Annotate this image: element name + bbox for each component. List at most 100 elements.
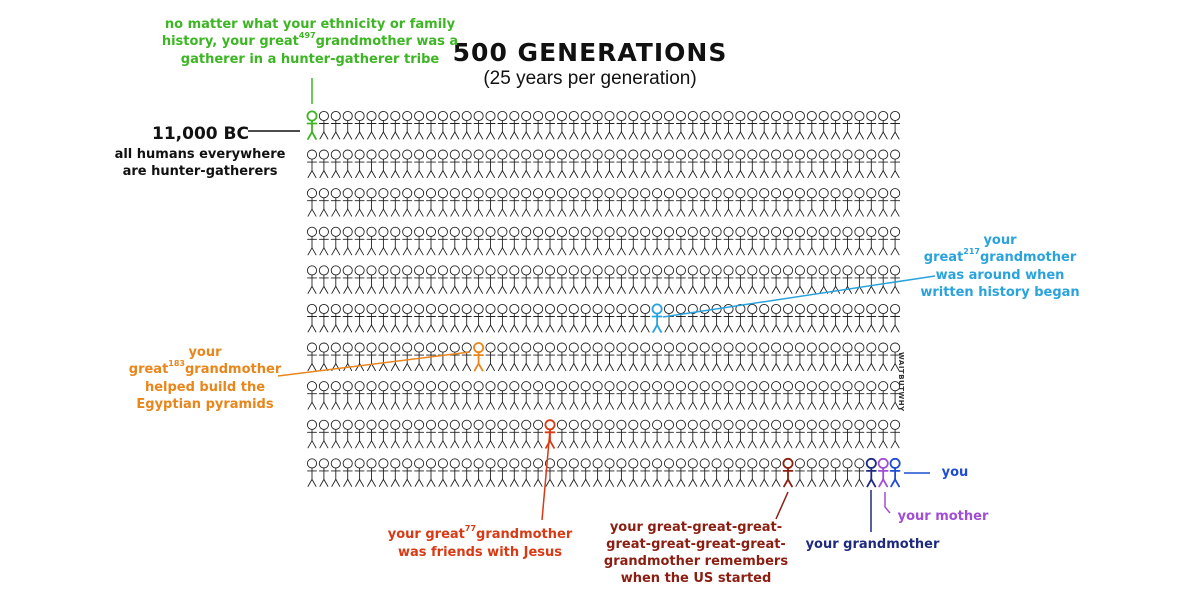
stick-figure [759, 265, 770, 294]
stick-figure [782, 419, 794, 449]
stick-figure [509, 458, 520, 487]
stick-figure [771, 419, 782, 449]
stick-figure [842, 149, 853, 179]
stick-figure [890, 342, 901, 372]
stick-figure [878, 149, 889, 179]
stick-figure [747, 226, 758, 256]
stick-figure [330, 303, 341, 333]
stick-figure [533, 303, 544, 333]
stick-figure [842, 265, 853, 294]
stick-figure [747, 265, 758, 294]
stick-figure [306, 458, 318, 487]
stick-figure [866, 188, 877, 217]
stick-figure [414, 149, 425, 179]
stick-figure [568, 226, 579, 256]
stick-figure [723, 149, 734, 179]
stick-figure [628, 381, 639, 410]
stick-figure [509, 265, 520, 294]
stick-figure [544, 342, 556, 372]
stick-figure [675, 419, 686, 449]
stick-figure [533, 265, 544, 294]
stick-figure [544, 303, 556, 333]
stick-figure [414, 458, 425, 487]
stick-figure [544, 226, 556, 256]
stick-figure [592, 342, 603, 372]
gatherer-annotation: no matter what your ethnicity or family … [145, 16, 475, 68]
stick-figure [640, 419, 651, 449]
stick-figure [771, 458, 782, 487]
stick-figure [675, 458, 686, 487]
stick-figure [747, 419, 758, 449]
stick-figure [414, 110, 425, 140]
stick-figure [842, 188, 853, 217]
stick-figure [890, 149, 901, 179]
stick-figure [318, 265, 329, 294]
stick-figure [556, 188, 567, 217]
stick-figure [723, 110, 734, 140]
stick-figure [771, 226, 782, 256]
stick-figure [842, 342, 853, 372]
stick-figure [747, 188, 758, 217]
stick-figure [640, 458, 651, 487]
stick-figure [402, 149, 413, 179]
stick-figure [806, 419, 817, 449]
stick-figure [485, 149, 496, 179]
stick-figure [854, 265, 865, 294]
stick-figure [592, 419, 603, 449]
stick-figure [366, 188, 377, 217]
stick-figure [533, 419, 544, 449]
stick-figure [794, 265, 805, 294]
stick-figure [604, 458, 615, 487]
stick-figure [473, 188, 484, 217]
stick-figure [390, 265, 401, 294]
stick-figure [306, 419, 318, 449]
pyramids-line2-pre: great [128, 362, 169, 377]
stick-figure [878, 226, 889, 256]
stick-figure [390, 458, 401, 487]
stick-figure [782, 226, 794, 256]
stick-figure [687, 149, 698, 179]
stick-figure [509, 149, 520, 179]
stick-figure [782, 265, 794, 294]
stick-figure [509, 188, 520, 217]
stick-figure [687, 110, 698, 140]
stick-figure [556, 149, 567, 179]
stick-figure [806, 303, 817, 333]
stick-figure [663, 381, 675, 410]
stick-figure [390, 342, 401, 372]
stick-figure [402, 342, 413, 372]
stick-figure [771, 265, 782, 294]
stick-figure [509, 110, 520, 140]
stick-figure [616, 265, 627, 294]
history-exponent: 217 [963, 247, 980, 256]
stick-figure [390, 381, 401, 410]
stick-figure [318, 342, 329, 372]
stick-figure [878, 188, 889, 217]
stick-figure [533, 149, 544, 179]
gatherer-line3: gatherer in a hunter-gatherer tribe [180, 52, 440, 67]
stick-figure [735, 265, 746, 294]
stick-figure [390, 303, 401, 333]
stick-figure [580, 419, 591, 449]
stick-figure [366, 458, 377, 487]
stick-figure [592, 149, 603, 179]
stick-figure [675, 381, 686, 410]
stick-figure [652, 381, 663, 410]
stick-figure [378, 226, 389, 256]
stick-figure [485, 226, 496, 256]
stick-figure [342, 149, 353, 179]
history-line2: great217grandmother [905, 247, 1095, 267]
stick-figure [544, 110, 556, 140]
jesus-line1-post: grandmother [476, 527, 573, 542]
stick-figure [568, 303, 579, 333]
stick-figure [461, 226, 472, 256]
history-line4: written history began [920, 285, 1080, 300]
stick-figure [318, 188, 329, 217]
stick-figure [437, 265, 448, 294]
stick-figure [330, 458, 341, 487]
stick-figure [306, 226, 318, 256]
stick-figure [330, 419, 341, 449]
stick-figure [461, 342, 472, 372]
stick-figure [473, 265, 484, 294]
stick-figure [437, 226, 448, 256]
